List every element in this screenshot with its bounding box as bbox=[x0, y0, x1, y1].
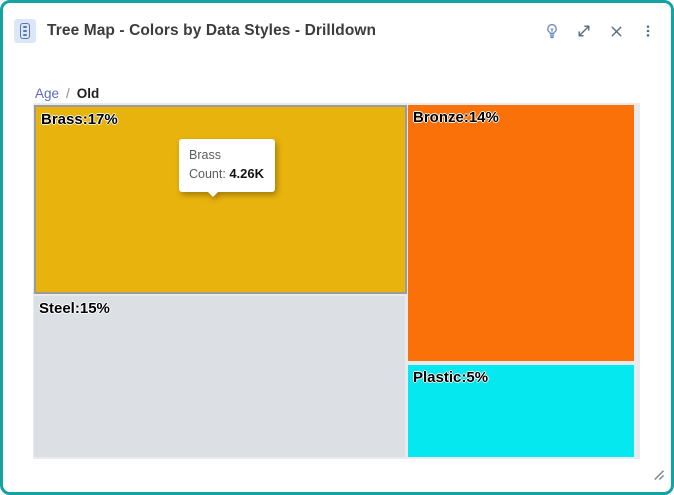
widget-header: Tree Map - Colors by Data Styles - Drill… bbox=[14, 12, 661, 50]
maximize-icon bbox=[575, 22, 593, 40]
close-button[interactable] bbox=[603, 18, 629, 44]
tile-label: Steel:15% bbox=[39, 300, 110, 317]
more-options-button[interactable] bbox=[635, 18, 661, 44]
treemap-tile-steel[interactable]: Steel:15% bbox=[34, 296, 405, 457]
tooltip-value-row: Count: 4.26K bbox=[189, 166, 265, 182]
breadcrumb: Age / Old bbox=[35, 86, 99, 101]
insights-button[interactable] bbox=[539, 18, 565, 44]
close-icon bbox=[608, 23, 625, 40]
breadcrumb-root-link[interactable]: Age bbox=[35, 86, 60, 101]
lightbulb-icon bbox=[543, 22, 561, 40]
tooltip-value: 4.26K bbox=[229, 166, 265, 182]
drag-handle-glyph bbox=[20, 23, 30, 39]
widget-title: Tree Map - Colors by Data Styles - Drill… bbox=[47, 22, 377, 39]
tile-label: Plastic:5% bbox=[413, 369, 489, 386]
treemap-tile-plastic[interactable]: Plastic:5% bbox=[408, 365, 634, 457]
treemap-tile-bronze[interactable]: Bronze:14% bbox=[408, 105, 634, 361]
breadcrumb-current: Old bbox=[76, 86, 100, 101]
resize-handle[interactable] bbox=[650, 466, 665, 486]
tile-label: Bronze:14% bbox=[413, 109, 499, 126]
tile-label: Brass:17% bbox=[41, 111, 118, 128]
breadcrumb-separator: / bbox=[66, 86, 70, 101]
treemap-plot-area: Brass:17% Bronze:14% Steel:15% Plastic:5… bbox=[33, 103, 640, 459]
tooltip-series-name: Brass bbox=[189, 148, 221, 162]
maximize-button[interactable] bbox=[571, 18, 597, 44]
kebab-menu-icon bbox=[640, 22, 656, 40]
treemap-tile-brass[interactable]: Brass:17% bbox=[34, 105, 407, 294]
drag-handle-icon[interactable] bbox=[14, 19, 36, 43]
tooltip: Brass Count: 4.26K bbox=[179, 139, 276, 197]
